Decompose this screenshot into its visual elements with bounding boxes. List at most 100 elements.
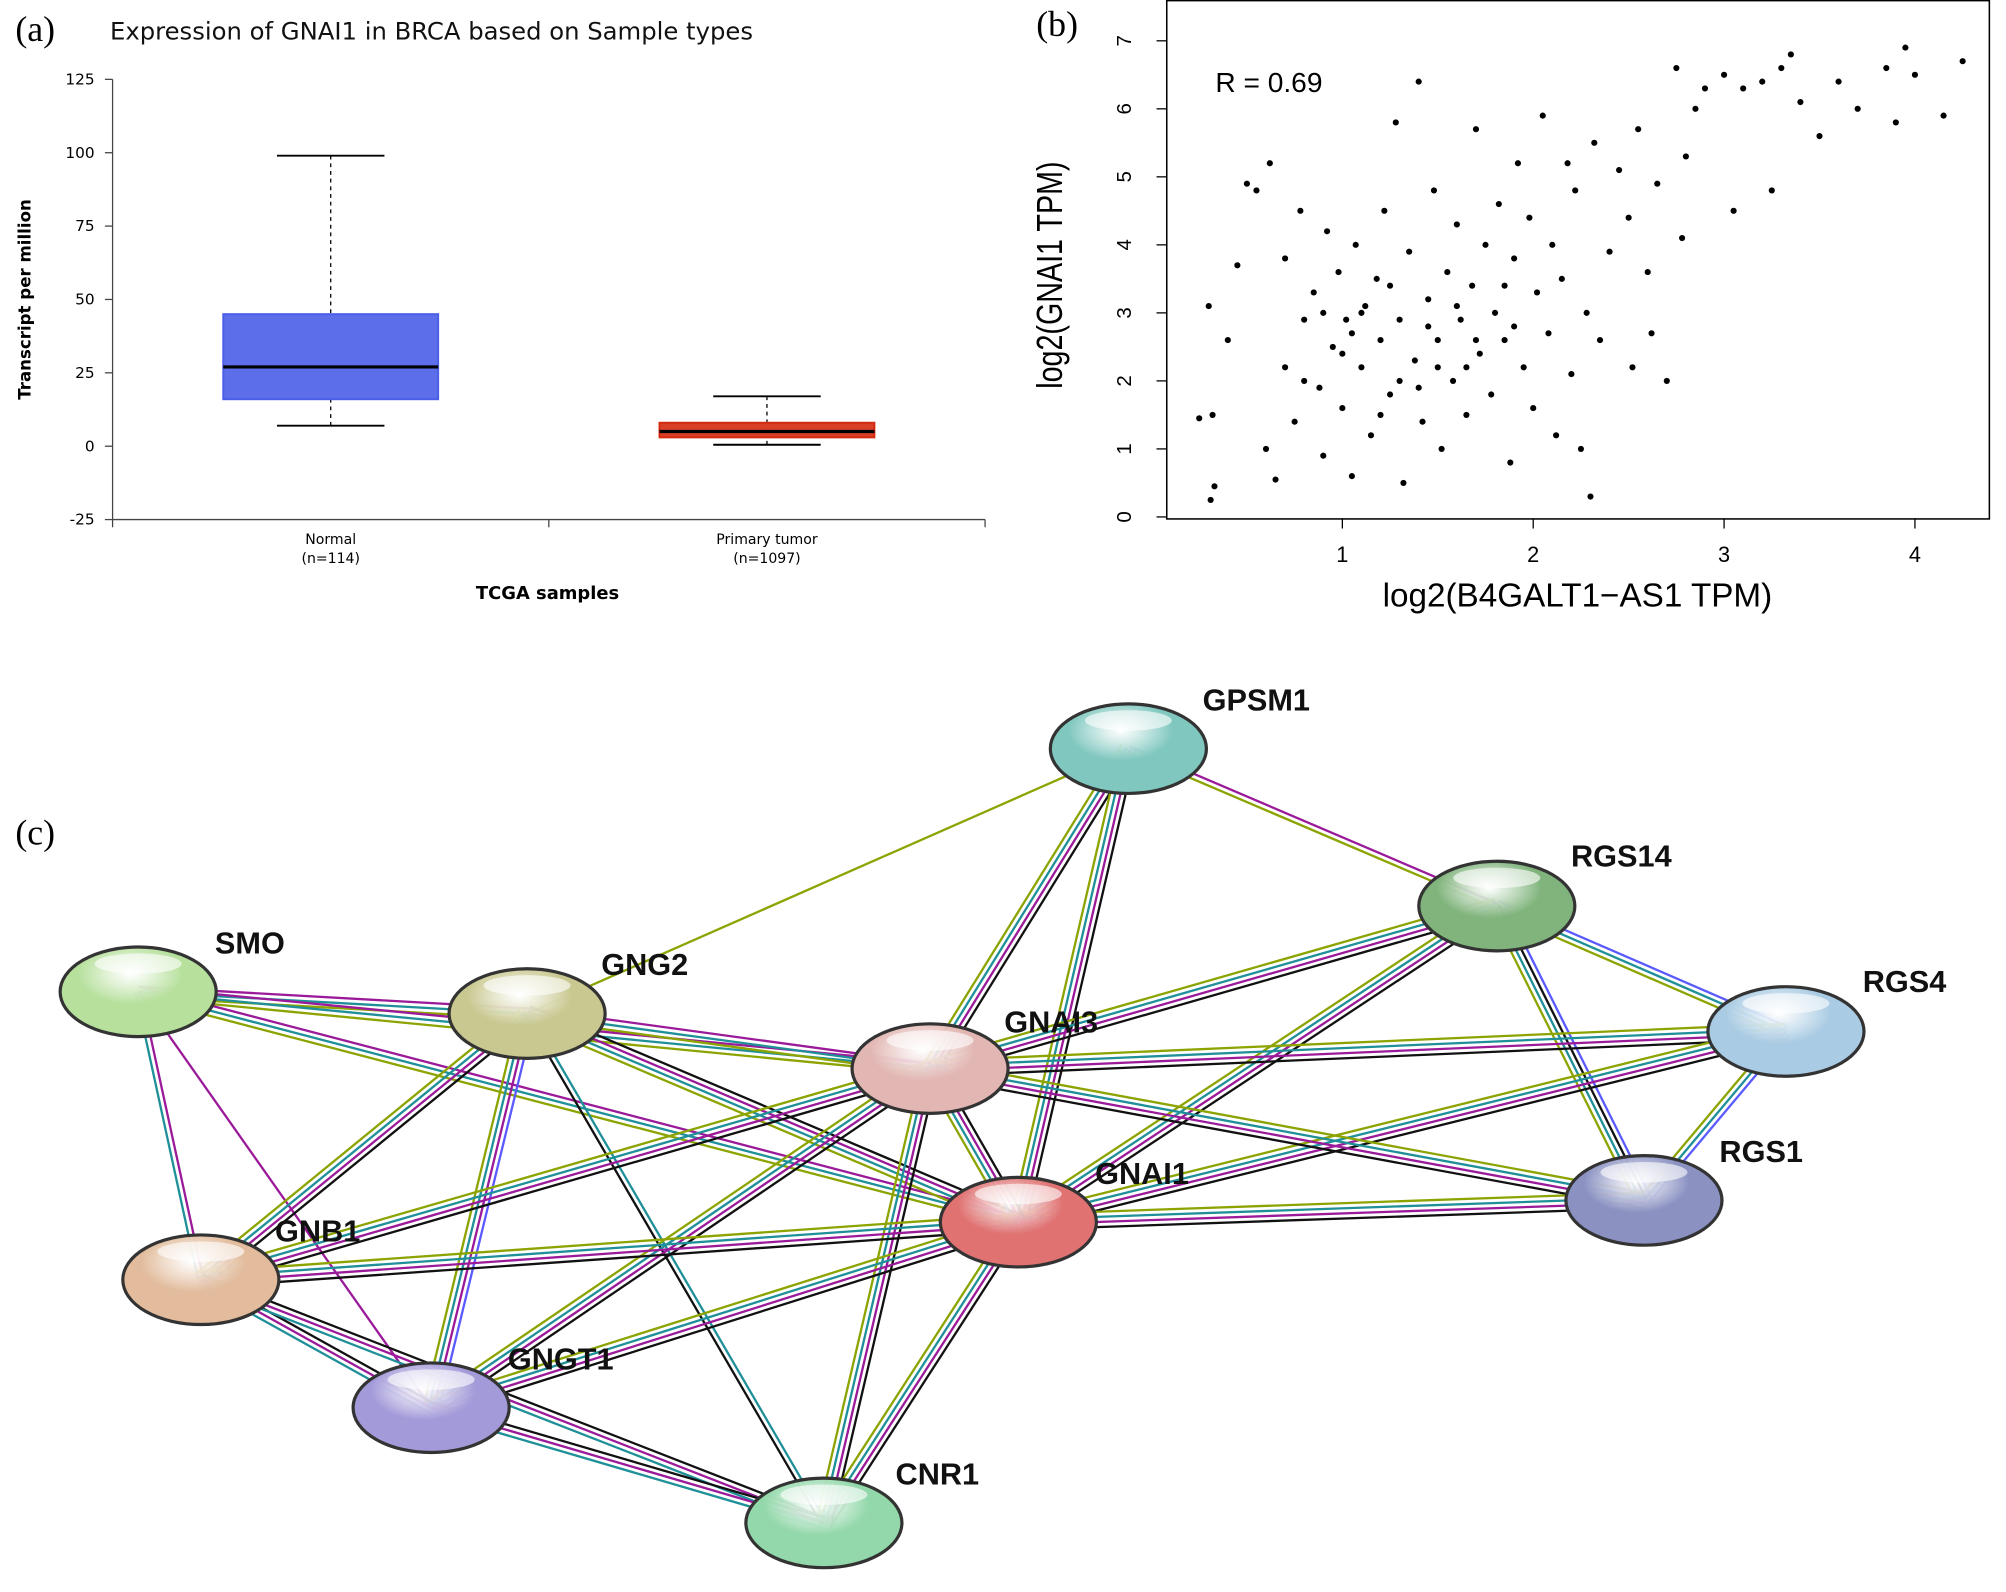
- point: [1472, 337, 1480, 344]
- point: [1301, 377, 1308, 384]
- node-label: RGS4: [1863, 964, 1947, 999]
- point: [1816, 132, 1823, 140]
- point: [1673, 64, 1680, 72]
- node-label: GNG2: [601, 947, 688, 982]
- point: [1453, 221, 1460, 228]
- point: [1301, 316, 1308, 323]
- point: [1463, 364, 1470, 371]
- point: [1211, 483, 1218, 490]
- point: [1419, 418, 1426, 425]
- point: [1243, 180, 1250, 187]
- edge: [199, 1065, 930, 1279]
- node-label: GPSM1: [1203, 682, 1310, 717]
- point: [1224, 337, 1231, 344]
- edge: [1017, 1027, 1786, 1221]
- edge: [825, 1068, 934, 1524]
- edge: [929, 1027, 1786, 1068]
- y-tick-label: 2: [1113, 375, 1136, 386]
- x-axis-label: log2(B4GALT1−AS1 TPM): [1383, 578, 1773, 615]
- point: [1415, 78, 1422, 85]
- point: [1654, 180, 1661, 187]
- edge: [1498, 904, 1648, 1200]
- point: [1434, 337, 1441, 344]
- point: [1262, 445, 1270, 452]
- point: [1730, 207, 1737, 214]
- edge: [430, 1218, 1018, 1407]
- point: [1539, 112, 1546, 119]
- edge: [1016, 1022, 1785, 1216]
- x-tick-label: 2: [1527, 542, 1539, 567]
- x-tick-count: (n=1097): [733, 551, 800, 567]
- edge: [429, 1065, 930, 1407]
- y-tick-label: -25: [70, 511, 95, 529]
- edge: [526, 747, 1129, 1015]
- point: [1545, 330, 1552, 337]
- node-label: RGS14: [1571, 838, 1672, 873]
- edge: [198, 1060, 929, 1274]
- point: [1583, 309, 1590, 316]
- node-label: CNR1: [896, 1456, 980, 1491]
- point: [1911, 71, 1919, 78]
- point: [1310, 289, 1317, 296]
- edge: [1018, 1196, 1644, 1221]
- node-label: GNB1: [275, 1213, 360, 1248]
- point: [1329, 343, 1336, 350]
- point: [1482, 241, 1489, 248]
- y-axis-label: log2(GNAI1 TPM): [1030, 162, 1070, 389]
- edge: [931, 912, 1500, 1078]
- edge: [927, 897, 1496, 1063]
- edge: [137, 991, 433, 1409]
- edge: [815, 1066, 924, 1522]
- node-shine: [483, 975, 571, 996]
- y-tick-label: 75: [75, 217, 95, 235]
- edge: [201, 1228, 1019, 1289]
- point: [1568, 371, 1575, 378]
- node-shine: [94, 953, 182, 974]
- point: [1411, 357, 1418, 364]
- edge: [935, 752, 1136, 1074]
- point: [1377, 337, 1384, 344]
- edge: [829, 1225, 1026, 1528]
- node-shine: [1600, 1162, 1688, 1183]
- point: [1488, 391, 1495, 398]
- point: [1205, 303, 1212, 310]
- layer: (a) Expression of GNAI1 in BRCA based on …: [15, 0, 1991, 1570]
- point: [1587, 493, 1594, 500]
- edge: [931, 1059, 1646, 1194]
- edge: [428, 1213, 1017, 1402]
- edge: [929, 902, 1497, 1068]
- point: [1740, 85, 1747, 92]
- node: [1564, 1154, 1724, 1247]
- edge: [198, 1010, 527, 1279]
- point: [1682, 153, 1689, 160]
- point: [1406, 248, 1413, 255]
- point: [1572, 187, 1579, 194]
- edge: [825, 1222, 1022, 1525]
- point: [1787, 51, 1794, 58]
- x-tick-label: 3: [1718, 542, 1730, 567]
- edge: [200, 1213, 1018, 1274]
- point: [1377, 411, 1384, 418]
- node: [1417, 859, 1577, 953]
- y-tick-label: 1: [1113, 443, 1136, 454]
- point: [1320, 452, 1327, 459]
- node-shine: [886, 1030, 974, 1051]
- point: [1596, 337, 1604, 344]
- y-tick-label: 6: [1113, 103, 1136, 114]
- point: [1520, 364, 1527, 371]
- edge: [426, 1061, 927, 1403]
- point: [1367, 432, 1375, 439]
- point: [1892, 119, 1899, 126]
- y-tick-label: 0: [1113, 511, 1136, 522]
- y-axis-label: Transcript per million: [16, 199, 35, 400]
- point: [1457, 316, 1464, 323]
- y-tick-label: 100: [65, 144, 94, 162]
- point: [1430, 187, 1438, 194]
- point: [1507, 459, 1514, 466]
- point: [1266, 160, 1273, 167]
- point: [1591, 139, 1598, 146]
- point: [1797, 98, 1804, 106]
- point: [1635, 126, 1642, 133]
- point: [1648, 330, 1655, 337]
